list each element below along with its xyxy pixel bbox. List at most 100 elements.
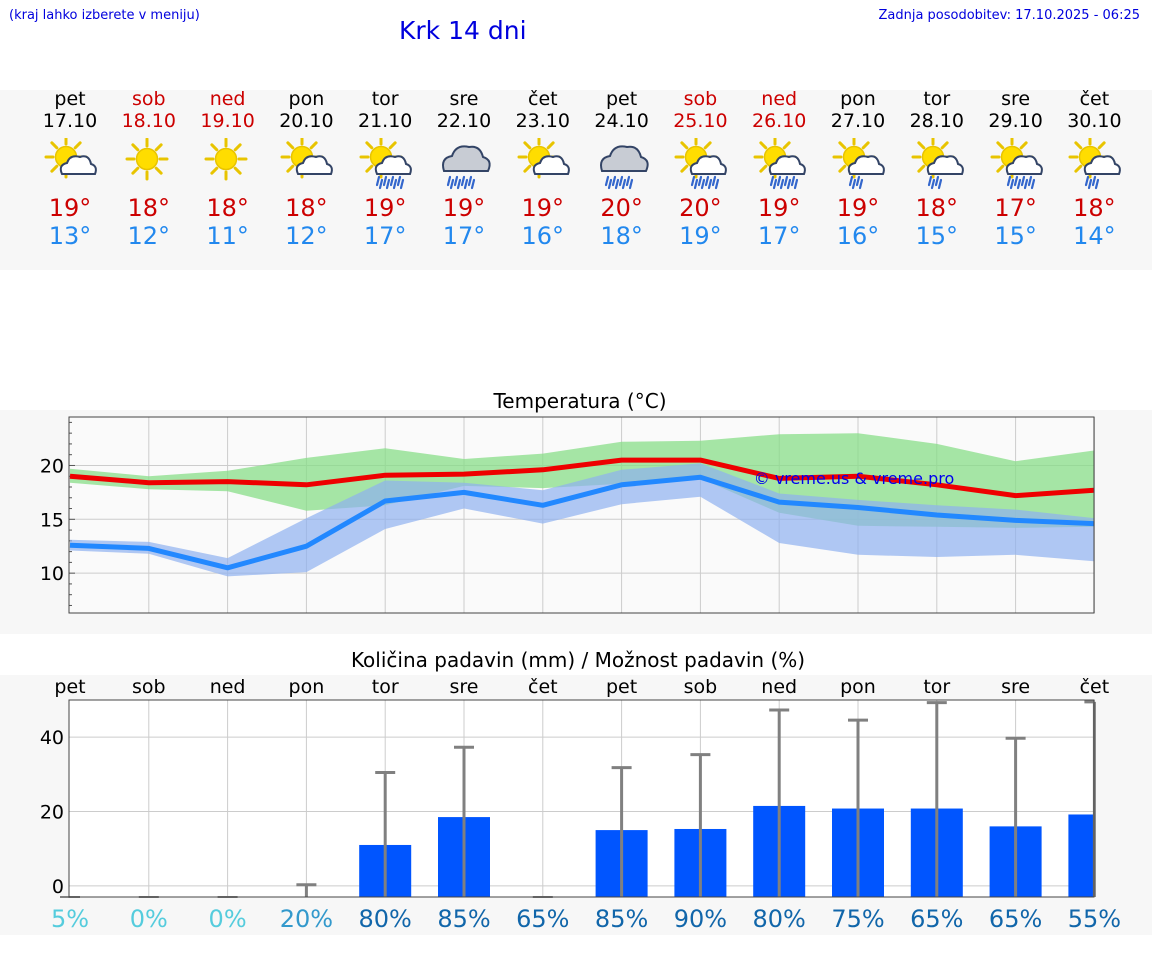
day-name: čet [1079,88,1110,110]
max-temp: 19° [757,194,801,222]
day-name: sob [132,88,166,110]
day-date: 24.10 [594,110,649,132]
day-forecast: sre 29.10 17° 15° [976,88,1056,250]
precip-chance-label: 20% [280,905,333,933]
precip-day-label: sob [132,676,166,698]
precip-chance-label: 80% [753,905,806,933]
temperature-plot-frame [68,416,1095,614]
max-temp: 18° [915,194,959,222]
precip-day-label: tor [372,676,399,698]
min-temp-range-band [70,463,1094,577]
precip-day-label: pon [840,676,876,698]
precip-chance-label: 80% [359,905,412,933]
min-temp-line [69,474,1094,571]
min-temp: 16° [521,222,565,250]
precip-chance-label: 0% [130,905,168,933]
day-forecast: sre 22.10 19° 17° [424,88,504,250]
day-date: 30.10 [1067,110,1122,132]
min-temp: 16° [836,222,880,250]
day-date: 17.10 [42,110,98,132]
day-name: tor [371,88,399,110]
precipitation-chart-title: Količina padavin (mm) / Možnost padavin … [351,648,805,672]
precip-y-tick-label: 0 [52,876,64,898]
min-temp: 15° [994,222,1037,250]
day-forecast: čet 23.10 19° 16° [503,88,583,250]
day-name: pet [54,88,86,110]
day-date: 21.10 [357,110,413,132]
cloud-rain-icon [599,145,649,190]
precip-chance-label: 90% [674,905,727,933]
precip-chance-label: 65% [516,905,569,933]
max-temp: 18° [285,194,328,222]
sun-cloud-rain-icon [674,138,728,190]
precip-day-label: sob [684,676,718,698]
sun-cloud-drizzle-icon [911,138,964,190]
day-forecast: čet 30.10 18° 14° [1054,88,1134,250]
precip-day-label: pet [54,676,85,698]
day-forecast: sob 18.10 18° 12° [109,88,189,250]
min-temp: 13° [48,222,92,250]
page-title: Krk 14 dni [399,16,527,45]
precip-chance-label: 85% [437,905,490,933]
day-date: 19.10 [200,110,255,132]
day-date: 23.10 [515,110,570,132]
precip-day-label: čet [1080,676,1110,698]
min-temp: 17° [363,222,407,250]
cloud-rain-icon [442,145,491,190]
day-date: 27.10 [830,110,886,132]
min-temp: 14° [1073,222,1116,250]
location-hint[interactable]: (kraj lahko izberete v meniju) [9,8,200,23]
max-temp: 20° [600,194,643,222]
temperature-y-tick-label: 10 [40,563,64,585]
day-forecast: pon 27.10 19° 16° [818,88,898,250]
temperature-y-tick-label: 15 [40,509,64,531]
precip-chance-label: 75% [831,905,884,933]
min-temp: 19° [679,222,722,250]
day-name: pon [288,88,325,110]
sun-icon [125,138,169,181]
precip-y-tick-label: 20 [40,802,64,824]
day-forecast: sob 25.10 20° 19° [660,88,740,250]
sun-cloud-icon [44,138,97,179]
precip-day-label: pet [606,676,637,698]
sun-icon [204,138,248,181]
max-temp-line [69,457,1094,499]
temperature-y-tick-label: 20 [40,455,64,477]
sun-cloud-drizzle-icon [1068,138,1122,190]
precip-day-label: sre [1001,676,1030,698]
precip-chance-label: 0% [209,905,247,933]
day-name: sre [449,88,479,110]
max-temp: 20° [679,194,722,222]
sun-cloud-icon [280,138,334,179]
precip-day-label: tor [923,676,950,698]
day-name: sob [683,88,718,110]
day-name: sre [1001,88,1031,110]
precip-day-label: sre [450,676,479,698]
max-temp: 19° [836,194,880,222]
watermark: © vreme.us & vreme.pro [754,469,955,488]
day-forecast: ned 19.10 18° 11° [188,88,268,250]
max-temp: 18° [127,194,171,222]
day-forecast: pon 20.10 18° 12° [266,88,346,250]
day-name: pon [840,88,876,110]
min-temp: 15° [915,222,959,250]
precip-day-label: ned [761,676,797,698]
day-forecast: pet 24.10 20° 18° [582,88,662,250]
day-forecast: pet 17.10 19° 13° [30,88,110,250]
temperature-chart-title: Temperatura (°C) [492,389,666,413]
precip-day-label: čet [528,676,558,698]
precip-bar [1068,814,1094,897]
day-forecast: tor 28.10 18° 15° [897,88,977,250]
day-date: 26.10 [751,110,807,132]
day-name: pet [605,88,638,110]
last-update: Zadnja posodobitev: 17.10.2025 - 06:25 [878,8,1140,23]
min-temp: 11° [206,222,249,250]
max-temp: 18° [206,194,249,222]
sun-cloud-drizzle-icon [832,138,885,190]
min-temp: 12° [285,222,328,250]
max-temp: 19° [521,194,565,222]
max-temp: 19° [363,194,407,222]
sun-cloud-rain-icon [990,138,1043,190]
precip-day-label: pon [289,676,325,698]
